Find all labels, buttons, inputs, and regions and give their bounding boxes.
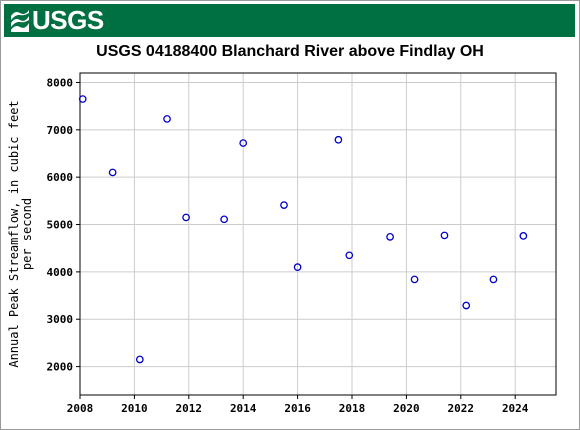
x-tick-label: 2020	[393, 402, 420, 415]
data-point	[489, 275, 498, 284]
x-tick-label: 2010	[121, 402, 148, 415]
y-tick-label: 2000	[47, 361, 74, 374]
data-point	[78, 95, 87, 103]
usgs-wave-icon	[11, 9, 29, 32]
x-tick-label: 2008	[67, 402, 94, 415]
data-point	[108, 168, 117, 177]
y-tick-label: 4000	[47, 266, 74, 279]
data-point	[280, 201, 288, 209]
data-point	[135, 355, 144, 364]
plot-area	[80, 73, 556, 395]
x-tick-label: 2024	[502, 402, 529, 415]
data-point	[182, 213, 190, 222]
x-tick-label: 2012	[176, 402, 203, 415]
data-point	[410, 275, 419, 284]
x-tick-label: 2016	[284, 402, 311, 415]
data-point	[440, 231, 449, 240]
data-point	[519, 232, 528, 240]
data-point	[163, 115, 171, 123]
y-tick-label: 6000	[47, 171, 74, 184]
data-point	[334, 135, 343, 144]
plot-border	[79, 72, 557, 396]
y-axis-label-line2: per second	[20, 198, 34, 270]
x-tick-label: 2014	[230, 402, 257, 415]
x-tick-label: 2022	[448, 402, 475, 415]
y-axis-label: Annual Peak Streamflow, in cubic feet	[7, 100, 21, 367]
data-point	[386, 232, 394, 241]
data-point	[462, 301, 471, 310]
y-tick-label: 5000	[47, 219, 74, 232]
y-tick-label: 7000	[47, 124, 74, 137]
usgs-logo[interactable]: USGS	[10, 7, 104, 34]
data-point	[239, 139, 248, 147]
y-tick-label: 8000	[47, 76, 74, 89]
usgs-banner: USGS	[4, 4, 575, 37]
data-point	[345, 251, 354, 260]
y-tick-label: 3000	[47, 313, 74, 326]
data-point	[220, 215, 229, 224]
x-tick-label: 2018	[339, 402, 366, 415]
data-point	[293, 263, 302, 271]
chart-title: USGS 04188400 Blanchard River above Find…	[96, 43, 484, 60]
usgs-logo-text: USGS	[32, 5, 104, 35]
